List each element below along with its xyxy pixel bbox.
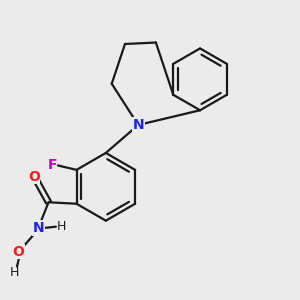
Text: H: H [9, 266, 19, 279]
Text: O: O [13, 245, 24, 259]
Text: F: F [48, 158, 58, 172]
Text: H: H [57, 220, 67, 233]
Text: O: O [28, 169, 40, 184]
Text: N: N [132, 118, 144, 132]
Text: N: N [32, 221, 44, 235]
